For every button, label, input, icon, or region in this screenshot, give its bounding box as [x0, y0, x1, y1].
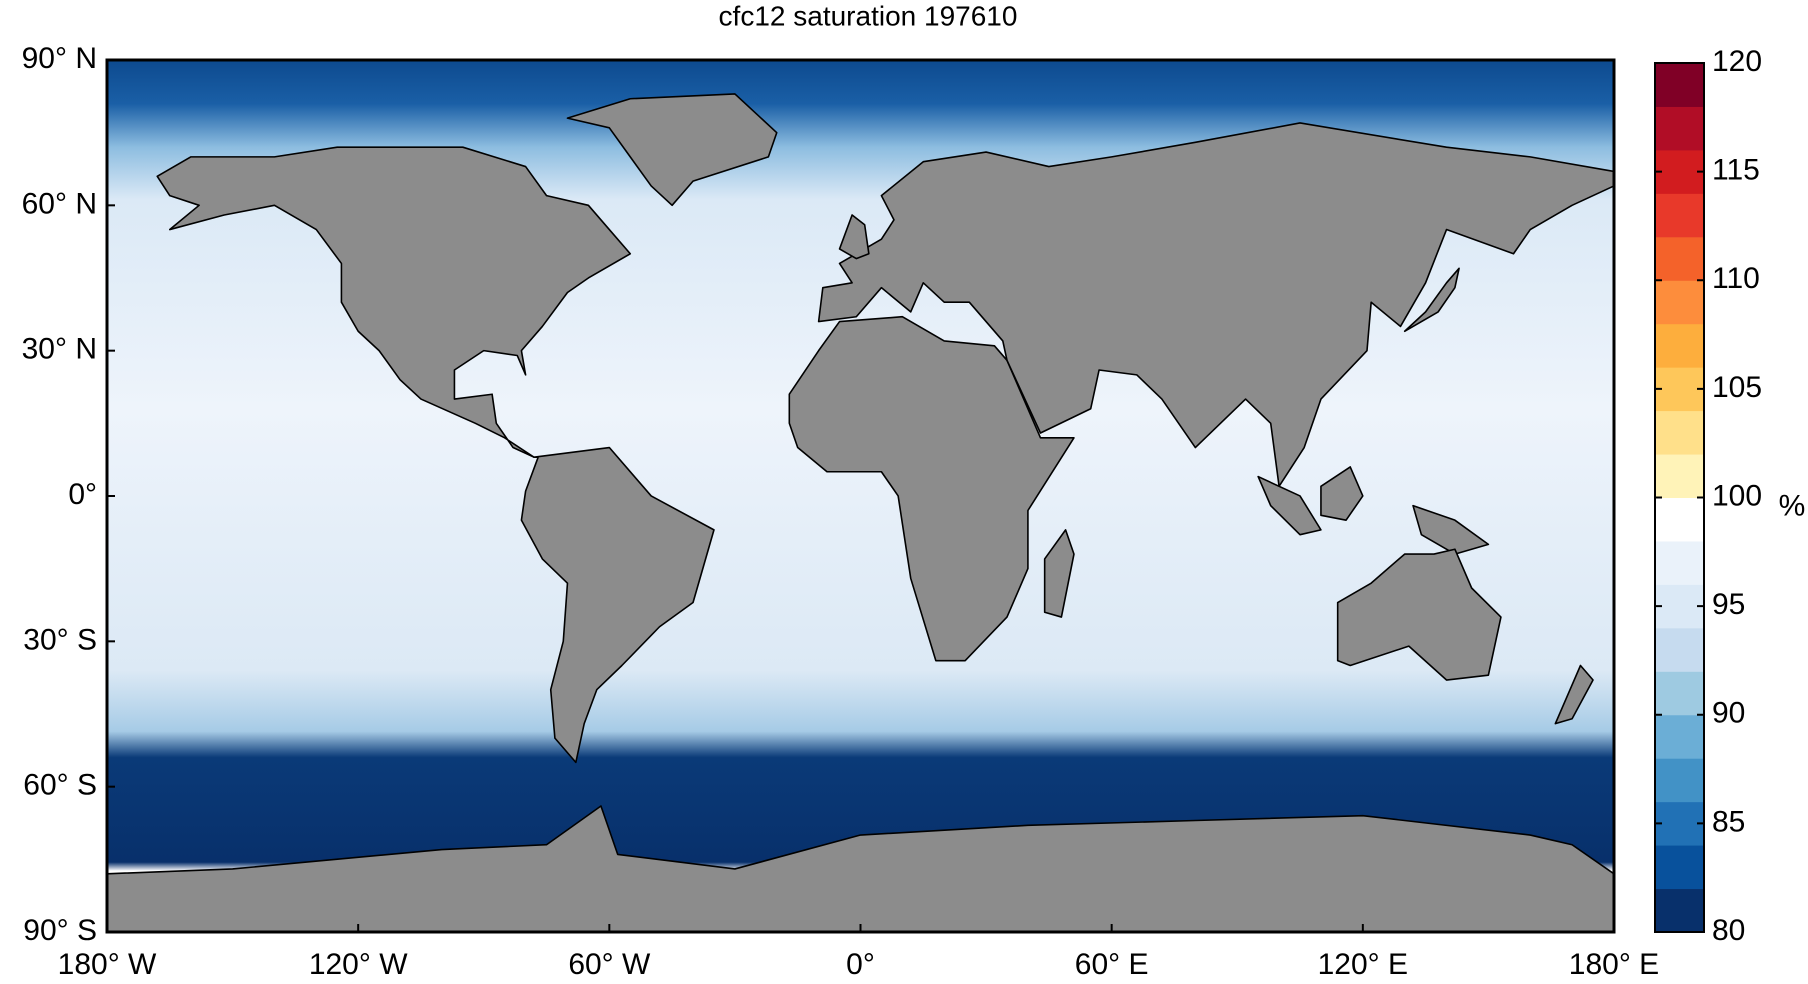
colorbar-tick-label: 120: [1712, 45, 1762, 78]
x-tick-label: 0°: [846, 948, 875, 981]
colorbar-segment: [1655, 584, 1704, 629]
colorbar-segment: [1655, 758, 1704, 803]
x-tick-label: 60° E: [1075, 948, 1149, 981]
colorbar-tick-label: 85: [1712, 805, 1745, 838]
colorbar-segment: [1655, 106, 1704, 151]
colorbar-segment: [1655, 671, 1704, 716]
south-america: [521, 448, 714, 763]
colorbar-segment: [1655, 627, 1704, 672]
land-masses: [107, 94, 1614, 932]
new-guinea: [1413, 506, 1488, 554]
x-tick-label: 60° W: [568, 948, 651, 981]
africa: [789, 317, 1074, 661]
y-tick-label: 60° N: [22, 187, 97, 220]
x-tick-label: 120° E: [1318, 948, 1408, 981]
colorbar-segment: [1655, 801, 1704, 846]
colorbar-segment: [1655, 410, 1704, 455]
indonesia: [1258, 477, 1321, 535]
y-tick-label: 90° N: [22, 42, 97, 75]
eurasia: [819, 123, 1614, 486]
colorbar-tick-label: 100: [1712, 479, 1762, 512]
greenland: [567, 94, 776, 205]
colorbar-tick-label: 110: [1712, 262, 1760, 295]
y-tick-label: 60° S: [23, 769, 97, 802]
colorbar-segment: [1655, 454, 1704, 498]
y-tick-label: 30° N: [22, 333, 97, 366]
y-tick-label: 0°: [68, 478, 97, 511]
borneo: [1321, 467, 1363, 520]
y-tick-label: 90° S: [23, 914, 97, 947]
colorbar-segment: [1655, 845, 1704, 890]
colorbar-segment: [1655, 367, 1704, 412]
colorbar-segment: [1655, 540, 1704, 585]
x-tick-label: 180° W: [58, 948, 157, 981]
colorbar-segment: [1655, 497, 1704, 542]
colorbar-segment: [1655, 280, 1704, 325]
map-title: cfc12 saturation 197610: [719, 0, 1018, 31]
colorbar-tick-label: 115: [1712, 154, 1760, 187]
madagascar: [1045, 530, 1074, 617]
colorbar-segment: [1655, 149, 1704, 194]
north-america: [157, 147, 630, 457]
colorbar-segment: [1655, 323, 1704, 368]
australia: [1338, 549, 1501, 680]
colorbar-segment: [1655, 193, 1704, 238]
colorbar-label: %: [1779, 489, 1806, 522]
colorbar-segment: [1655, 714, 1704, 759]
new-zealand: [1555, 666, 1593, 724]
colorbar-segment: [1655, 888, 1704, 933]
map-area: [107, 60, 1614, 932]
colorbar-segment: [1655, 236, 1704, 281]
great-britain: [840, 215, 869, 259]
y-tick-label: 30° S: [23, 623, 97, 656]
x-tick-label: 180° E: [1569, 948, 1659, 981]
x-tick-label: 120° W: [309, 948, 408, 981]
colorbar-tick-label: 80: [1712, 914, 1745, 947]
colorbar-tick-label: 105: [1712, 371, 1762, 404]
colorbar-segment: [1655, 63, 1704, 107]
japan: [1405, 268, 1459, 331]
colorbar-tick-label: 95: [1712, 588, 1745, 621]
colorbar-tick-label: 90: [1712, 697, 1745, 730]
